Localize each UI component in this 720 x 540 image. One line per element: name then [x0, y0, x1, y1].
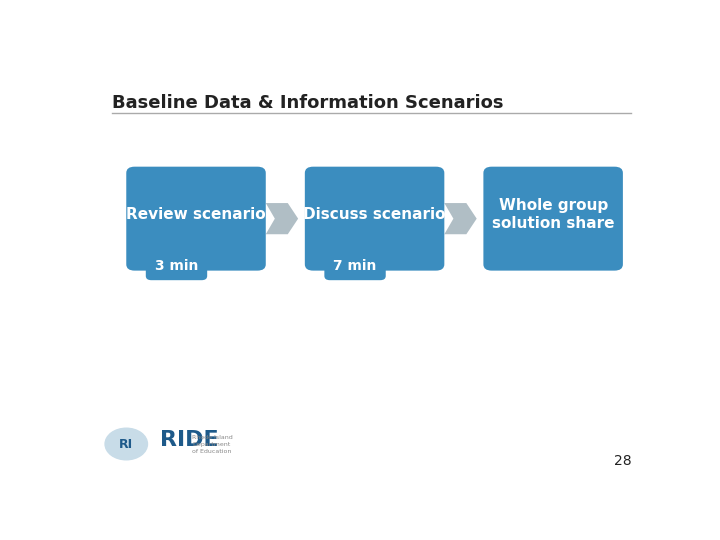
Text: Rhode Island
Department
of Education: Rhode Island Department of Education — [192, 435, 233, 454]
Circle shape — [105, 428, 148, 460]
Text: RI: RI — [120, 437, 133, 450]
Text: 7 min: 7 min — [333, 259, 377, 273]
Polygon shape — [266, 203, 298, 234]
FancyBboxPatch shape — [126, 167, 266, 271]
Text: 3 min: 3 min — [155, 259, 198, 273]
Text: 28: 28 — [613, 454, 631, 468]
Text: RIDE: RIDE — [160, 430, 218, 450]
Text: Review scenario: Review scenario — [126, 207, 266, 222]
FancyBboxPatch shape — [305, 167, 444, 271]
Text: Whole group
solution share: Whole group solution share — [492, 198, 614, 231]
FancyBboxPatch shape — [483, 167, 623, 271]
FancyBboxPatch shape — [324, 252, 386, 280]
Text: Discuss scenario: Discuss scenario — [303, 207, 446, 222]
FancyBboxPatch shape — [145, 252, 207, 280]
Text: Baseline Data & Information Scenarios: Baseline Data & Information Scenarios — [112, 94, 504, 112]
Polygon shape — [444, 203, 477, 234]
